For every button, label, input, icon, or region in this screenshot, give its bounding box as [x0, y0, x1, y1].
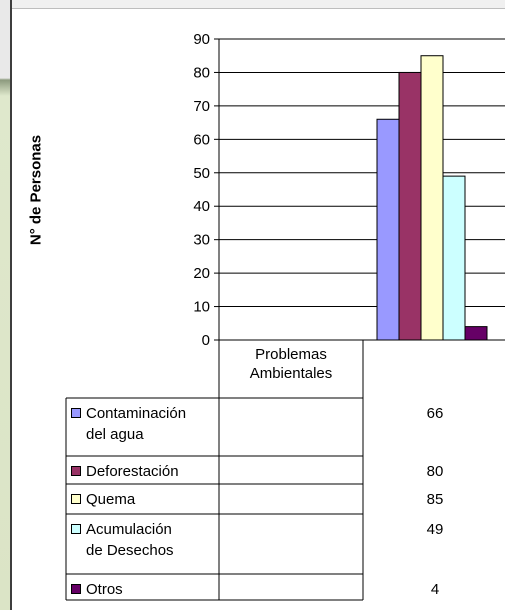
y-tick-label: 80	[193, 64, 210, 81]
legend-entry: Quema	[68, 489, 216, 510]
legend-entry: Contaminación del agua	[68, 403, 216, 445]
legend-entry: Otros	[68, 579, 216, 600]
y-tick-label: 20	[193, 265, 210, 282]
legend-swatch	[71, 494, 81, 504]
data-label: 4	[430, 581, 440, 598]
category-label: Problemas Ambientales	[219, 345, 363, 383]
legend-swatch	[71, 408, 81, 418]
legend-label: del agua	[86, 426, 144, 443]
bar	[464, 326, 488, 341]
window-edge	[0, 0, 12, 610]
y-tick-label: 70	[193, 98, 210, 115]
y-tick-label: 30	[193, 232, 210, 249]
bar	[398, 71, 422, 341]
data-label: 85	[426, 491, 444, 508]
data-label: 66	[426, 405, 444, 422]
y-tick-label: 40	[193, 198, 210, 215]
legend-label: Otros	[86, 581, 123, 598]
bar	[420, 55, 444, 341]
y-axis-label: N° de Personas	[27, 134, 45, 246]
y-tick-label: 90	[193, 31, 210, 48]
bars	[376, 55, 488, 341]
legend-label: de Desechos	[86, 542, 174, 559]
legend-entry: Deforestación	[68, 461, 216, 482]
category-label-line: Problemas	[255, 346, 327, 363]
legend-swatch	[71, 524, 81, 534]
data-table-lines	[65, 339, 505, 601]
legend-label: Acumulación	[86, 521, 172, 538]
y-tick-label: 10	[193, 299, 210, 316]
legend-entry: Acumulación de Desechos	[68, 519, 216, 561]
legend-swatch	[71, 584, 81, 594]
axes	[214, 38, 220, 341]
data-label: 80	[426, 463, 444, 480]
legend-label: Quema	[86, 491, 136, 508]
legend-label: Deforestación	[86, 463, 179, 480]
category-label-line: Ambientales	[249, 365, 333, 382]
data-label: 49	[426, 521, 444, 538]
legend-label: Contaminación	[86, 405, 187, 422]
y-tick-label: 60	[193, 131, 210, 148]
bar	[442, 175, 466, 341]
y-tick-label: 0	[202, 332, 210, 349]
y-tick-label: 50	[193, 165, 210, 182]
legend-swatch	[71, 466, 81, 476]
bar	[376, 118, 400, 341]
y-tick-labels: 0 10 20 30 40 50 60 70 80 90	[193, 31, 210, 349]
